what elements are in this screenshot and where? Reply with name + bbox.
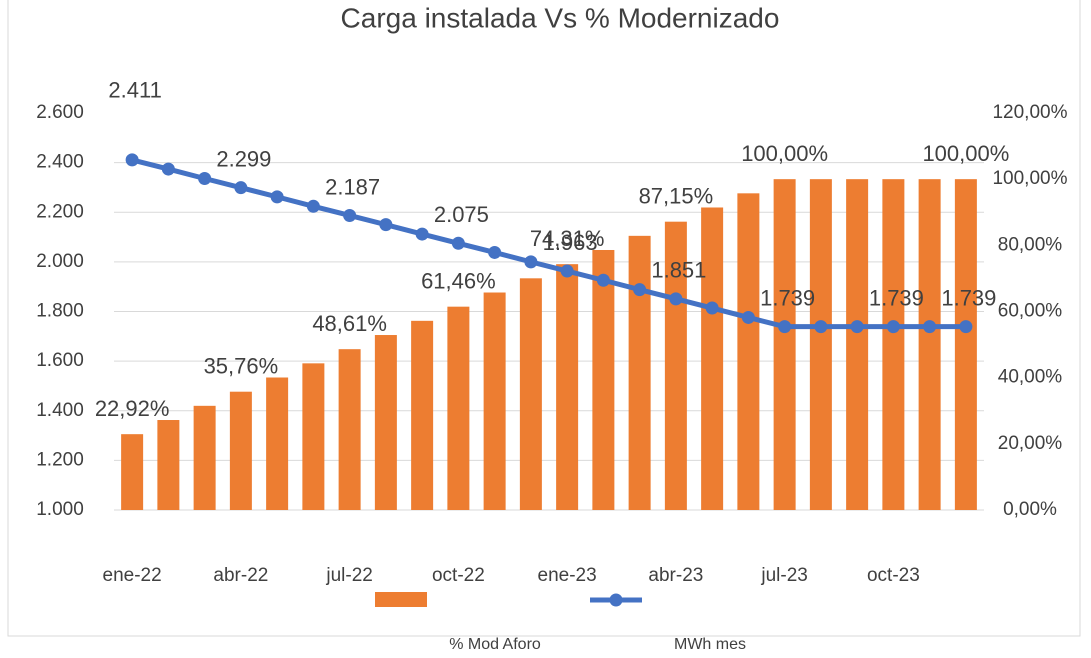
x-tick-label: ene-23 xyxy=(538,565,597,586)
data-label: 2.187 xyxy=(325,174,380,199)
line-marker xyxy=(778,320,792,334)
data-label: 1.739 xyxy=(941,285,996,310)
data-label: 100,00% xyxy=(922,141,1009,166)
y2-tick-label: 20,00% xyxy=(998,433,1063,454)
line-marker xyxy=(959,320,973,334)
y2-tick-label: 80,00% xyxy=(998,234,1063,255)
line-marker xyxy=(270,190,284,204)
data-label: 2.411 xyxy=(108,78,161,103)
bar xyxy=(374,335,397,510)
y-tick-label: 2.400 xyxy=(36,152,84,173)
bar xyxy=(447,306,470,510)
data-label: 2.075 xyxy=(434,202,489,227)
line-marker xyxy=(234,181,248,195)
line-marker xyxy=(669,292,683,306)
line-marker xyxy=(451,236,465,250)
line-marker xyxy=(306,199,320,213)
bar xyxy=(519,278,542,510)
line-marker xyxy=(705,301,719,315)
y-tick-label: 2.000 xyxy=(36,251,84,272)
data-label: 1.739 xyxy=(869,285,924,310)
bar xyxy=(809,179,832,510)
legend-label: % Mod Aforo xyxy=(449,636,541,653)
y-tick-label: 2.600 xyxy=(36,102,84,123)
y-tick-label: 1.600 xyxy=(36,350,84,371)
bar xyxy=(737,193,760,510)
chart-title: Carga instalada Vs % Modernizado xyxy=(341,2,780,33)
y2-tick-label: 0,00% xyxy=(1003,499,1057,520)
x-tick-label: jul-23 xyxy=(760,565,807,586)
data-label: 61,46% xyxy=(421,268,496,293)
line-marker xyxy=(488,245,502,259)
line-marker xyxy=(198,172,212,186)
line-marker xyxy=(343,208,357,222)
line-marker xyxy=(161,162,175,176)
data-label: 22,92% xyxy=(95,396,170,421)
y-tick-label: 2.200 xyxy=(36,201,84,222)
line-marker xyxy=(633,283,647,297)
y2-tick-label: 120,00% xyxy=(992,102,1067,123)
bar xyxy=(664,221,687,510)
x-tick-label: jul-22 xyxy=(325,565,372,586)
line-marker xyxy=(524,255,538,269)
bar xyxy=(701,207,724,510)
data-label: 100,00% xyxy=(741,141,828,166)
x-tick-label: abr-23 xyxy=(648,565,703,586)
line-marker xyxy=(850,320,864,334)
bar xyxy=(882,179,905,510)
bar xyxy=(229,391,252,510)
bar xyxy=(954,179,977,510)
line-marker xyxy=(560,264,574,278)
y-tick-label: 1.200 xyxy=(36,449,84,470)
x-tick-label: oct-23 xyxy=(867,565,920,586)
y2-tick-label: 40,00% xyxy=(998,367,1063,388)
bar xyxy=(556,264,579,510)
bar xyxy=(918,179,941,510)
bar xyxy=(266,377,289,510)
x-tick-label: oct-22 xyxy=(432,565,485,586)
line-marker xyxy=(596,273,610,287)
bar xyxy=(338,349,361,510)
data-label: 48,61% xyxy=(312,311,387,336)
data-label: 2.299 xyxy=(216,146,271,171)
line-marker xyxy=(379,218,393,232)
bar xyxy=(773,179,796,510)
data-label: 1.739 xyxy=(760,285,815,310)
y2-tick-label: 60,00% xyxy=(998,301,1063,322)
data-label: 1.963 xyxy=(543,230,598,255)
data-label: 74,31% xyxy=(530,226,605,251)
legend-swatch xyxy=(609,593,623,607)
line-marker xyxy=(814,320,828,334)
x-tick-label: abr-22 xyxy=(213,565,268,586)
bar xyxy=(411,320,434,510)
y-tick-label: 1.400 xyxy=(36,400,84,421)
line-marker xyxy=(886,320,900,334)
bar xyxy=(121,434,144,510)
bar xyxy=(592,249,615,510)
y-tick-label: 1.000 xyxy=(36,499,84,520)
bar xyxy=(302,363,325,510)
data-label: 87,15% xyxy=(639,183,714,208)
line-marker xyxy=(923,320,937,334)
legend-swatch xyxy=(375,592,427,607)
y-tick-label: 1.800 xyxy=(36,301,84,322)
bar xyxy=(193,405,216,510)
bar xyxy=(157,420,180,510)
data-label: 35,76% xyxy=(204,354,279,379)
line-marker xyxy=(415,227,429,241)
y2-tick-label: 100,00% xyxy=(992,168,1067,189)
legend-label: MWh mes xyxy=(674,636,746,653)
bar xyxy=(846,179,869,510)
bar xyxy=(483,292,506,510)
line-marker xyxy=(741,310,755,324)
data-label: 1.851 xyxy=(651,258,706,283)
bar xyxy=(628,235,651,510)
line-marker xyxy=(125,153,139,167)
x-tick-label: ene-22 xyxy=(103,565,162,586)
